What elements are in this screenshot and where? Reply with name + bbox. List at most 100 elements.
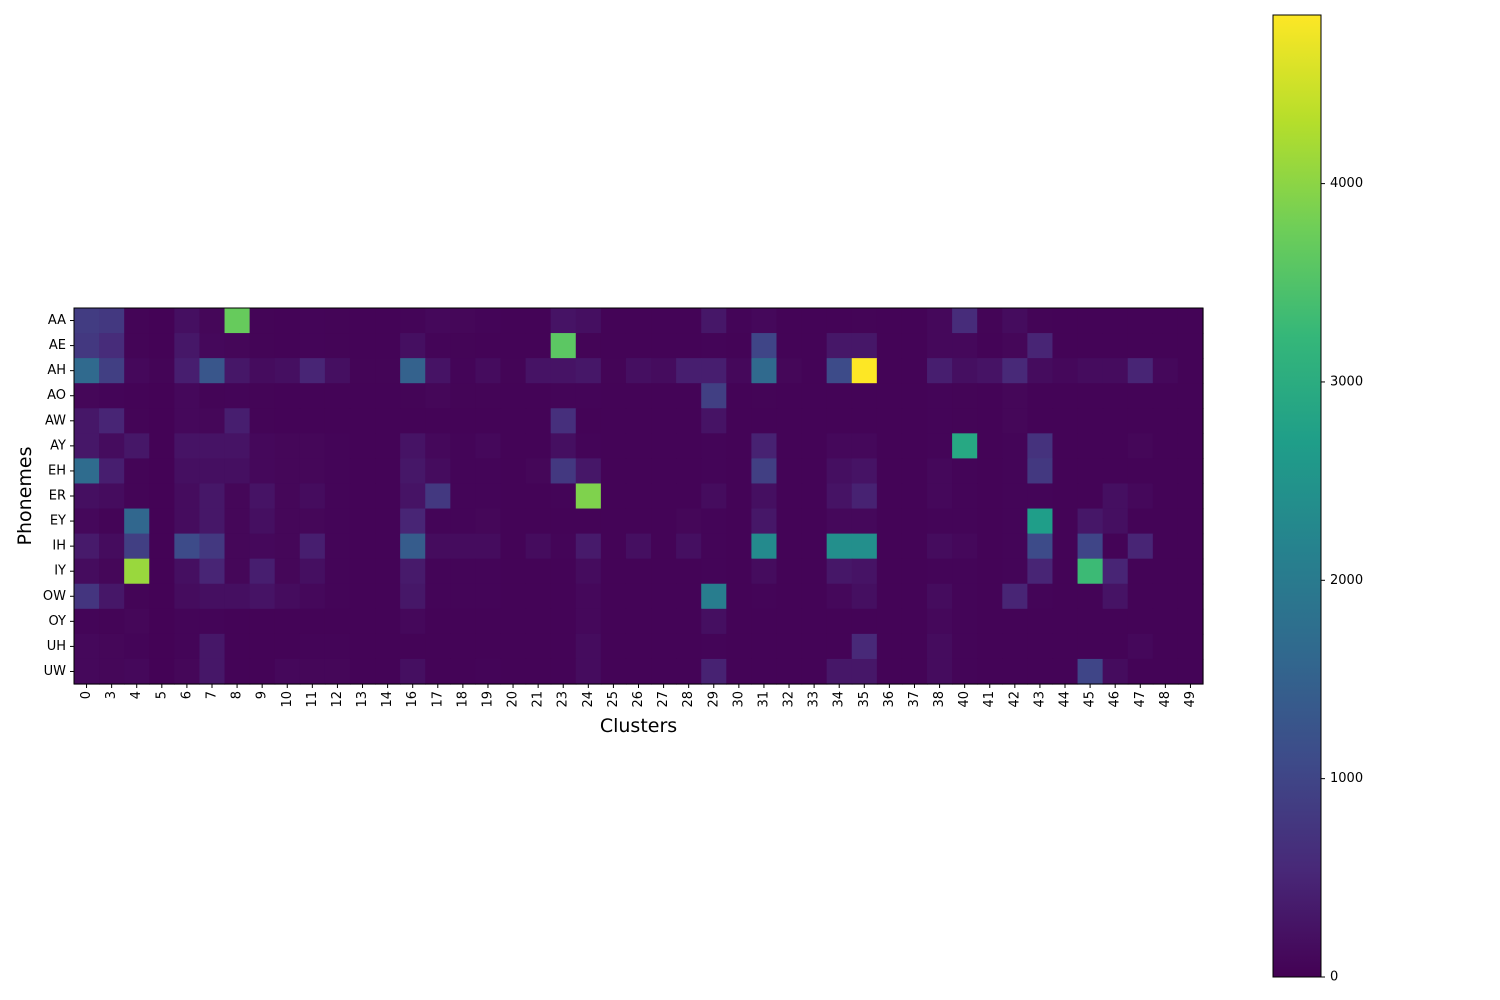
heatmap-cell — [851, 658, 878, 685]
heatmap-cell — [1152, 433, 1179, 459]
heatmap-cell — [876, 658, 903, 685]
heatmap-cell — [826, 608, 853, 635]
heatmap-cell — [676, 658, 702, 685]
heatmap-cell — [801, 383, 828, 409]
heatmap-cell — [701, 308, 727, 334]
y-axis-ticks: AA AE AH AO AW AY EH ER EY IH IY OW OY UH UW — [43, 313, 74, 679]
heatmap-cell — [600, 308, 627, 334]
colorbar-tick-label: 3000 — [1330, 374, 1363, 389]
heatmap-cell — [74, 458, 100, 485]
heatmap-cell — [600, 633, 627, 660]
heatmap-cell — [224, 458, 251, 485]
heatmap-cell — [475, 633, 502, 660]
heatmap-cell — [1127, 408, 1154, 434]
heatmap-cell — [701, 583, 727, 610]
heatmap-cell — [726, 508, 752, 535]
heatmap-cell — [99, 458, 125, 485]
heatmap-cell — [1002, 483, 1028, 510]
heatmap-cell — [676, 558, 702, 585]
heatmap-cell — [550, 533, 577, 560]
x-tick-label: 6 — [179, 691, 194, 699]
x-tick-label: 27 — [656, 691, 671, 708]
heatmap-cell — [751, 408, 778, 434]
heatmap-cell — [776, 458, 803, 485]
heatmap-cell — [475, 333, 502, 359]
heatmap-cell — [375, 583, 401, 610]
y-tick-label: AH — [47, 363, 66, 378]
heatmap-cell — [1002, 308, 1028, 334]
heatmap-cell — [224, 508, 251, 535]
heatmap-cell — [324, 533, 351, 560]
heatmap-cell — [651, 583, 677, 610]
heatmap-cell — [525, 433, 552, 459]
heatmap-cell — [1077, 358, 1104, 384]
heatmap-cell — [174, 658, 201, 685]
x-tick-label: 35 — [857, 691, 872, 708]
heatmap-cell — [1002, 583, 1028, 610]
heatmap-cell — [851, 483, 878, 510]
heatmap-cell — [952, 358, 978, 384]
x-tick-label: 47 — [1133, 691, 1148, 708]
heatmap-cell — [525, 533, 552, 560]
heatmap-cell — [149, 458, 175, 485]
heatmap-cell — [1077, 608, 1104, 635]
heatmap-cell — [400, 608, 426, 635]
heatmap-cell — [1052, 333, 1079, 359]
heatmap-cell — [324, 458, 351, 485]
heatmap-cell — [625, 433, 652, 459]
heatmap-cell — [977, 608, 1003, 635]
heatmap-cell — [600, 383, 627, 409]
heatmap-cell — [701, 408, 727, 434]
heatmap-cell — [1102, 483, 1129, 510]
heatmap-cell — [525, 333, 552, 359]
heatmap-cell — [274, 433, 301, 459]
heatmap-cell — [876, 483, 903, 510]
heatmap-cell — [1052, 583, 1079, 610]
heatmap-cell — [525, 458, 552, 485]
heatmap-cell — [676, 533, 702, 560]
heatmap-cell — [751, 333, 778, 359]
heatmap-cell — [1027, 533, 1054, 560]
heatmap-cell — [952, 633, 978, 660]
heatmap-cell — [174, 608, 201, 635]
heatmap-cell — [851, 608, 878, 635]
heatmap-cell — [174, 508, 201, 535]
y-tick-label: OW — [43, 589, 66, 604]
heatmap-cell — [625, 583, 652, 610]
heatmap-cell — [625, 508, 652, 535]
heatmap-cell — [1152, 608, 1179, 635]
heatmap-cell — [851, 458, 878, 485]
heatmap-cell — [826, 408, 853, 434]
heatmap-cell — [450, 408, 477, 434]
x-tick-label: 36 — [882, 691, 897, 708]
heatmap-cell — [1027, 608, 1054, 635]
heatmap-cell — [199, 383, 226, 409]
heatmap-cell — [500, 308, 527, 334]
heatmap-cell — [400, 508, 426, 535]
heatmap-cell — [199, 583, 226, 610]
heatmap-cell — [1052, 483, 1079, 510]
heatmap-cell — [600, 333, 627, 359]
heatmap-cell — [400, 583, 426, 610]
heatmap-cell — [901, 658, 928, 685]
heatmap-cell — [324, 558, 351, 585]
y-tick-label: UW — [44, 664, 67, 679]
heatmap-cell — [349, 583, 376, 610]
heatmap-cell — [99, 658, 125, 685]
heatmap-cell — [1127, 658, 1154, 685]
heatmap-cell — [826, 483, 853, 510]
heatmap-cell — [174, 308, 201, 334]
heatmap-cell — [299, 633, 326, 660]
heatmap-cell — [776, 383, 803, 409]
heatmap-cell — [74, 633, 100, 660]
heatmap-cell — [701, 333, 727, 359]
heatmap-cell — [901, 583, 928, 610]
heatmap-cell — [826, 633, 853, 660]
heatmap-cell — [475, 433, 502, 459]
heatmap-cell — [751, 383, 778, 409]
heatmap-cell — [1052, 358, 1079, 384]
heatmap-cell — [274, 358, 301, 384]
heatmap-cell — [977, 308, 1003, 334]
heatmap-cell — [952, 308, 978, 334]
heatmap-cell — [324, 633, 351, 660]
